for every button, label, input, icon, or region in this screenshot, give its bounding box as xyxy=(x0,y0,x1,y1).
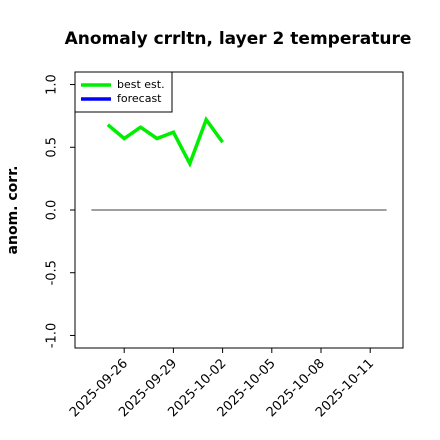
y-axis-label: anom. corr. xyxy=(5,166,21,255)
y-tick-label: 0.5 xyxy=(45,137,60,158)
y-tick-label: 0.0 xyxy=(45,200,60,221)
series-line xyxy=(106,116,225,168)
y-tick-label: -0.5 xyxy=(45,260,60,285)
legend-label: best est. xyxy=(117,78,165,91)
y-tick-label: 1.0 xyxy=(45,74,60,95)
y-tick-label: -1.0 xyxy=(45,323,60,348)
legend-box xyxy=(74,71,173,113)
chart-title: Anomaly crrltn, layer 2 temperature xyxy=(65,29,412,49)
legend-label: forecast xyxy=(117,92,162,105)
